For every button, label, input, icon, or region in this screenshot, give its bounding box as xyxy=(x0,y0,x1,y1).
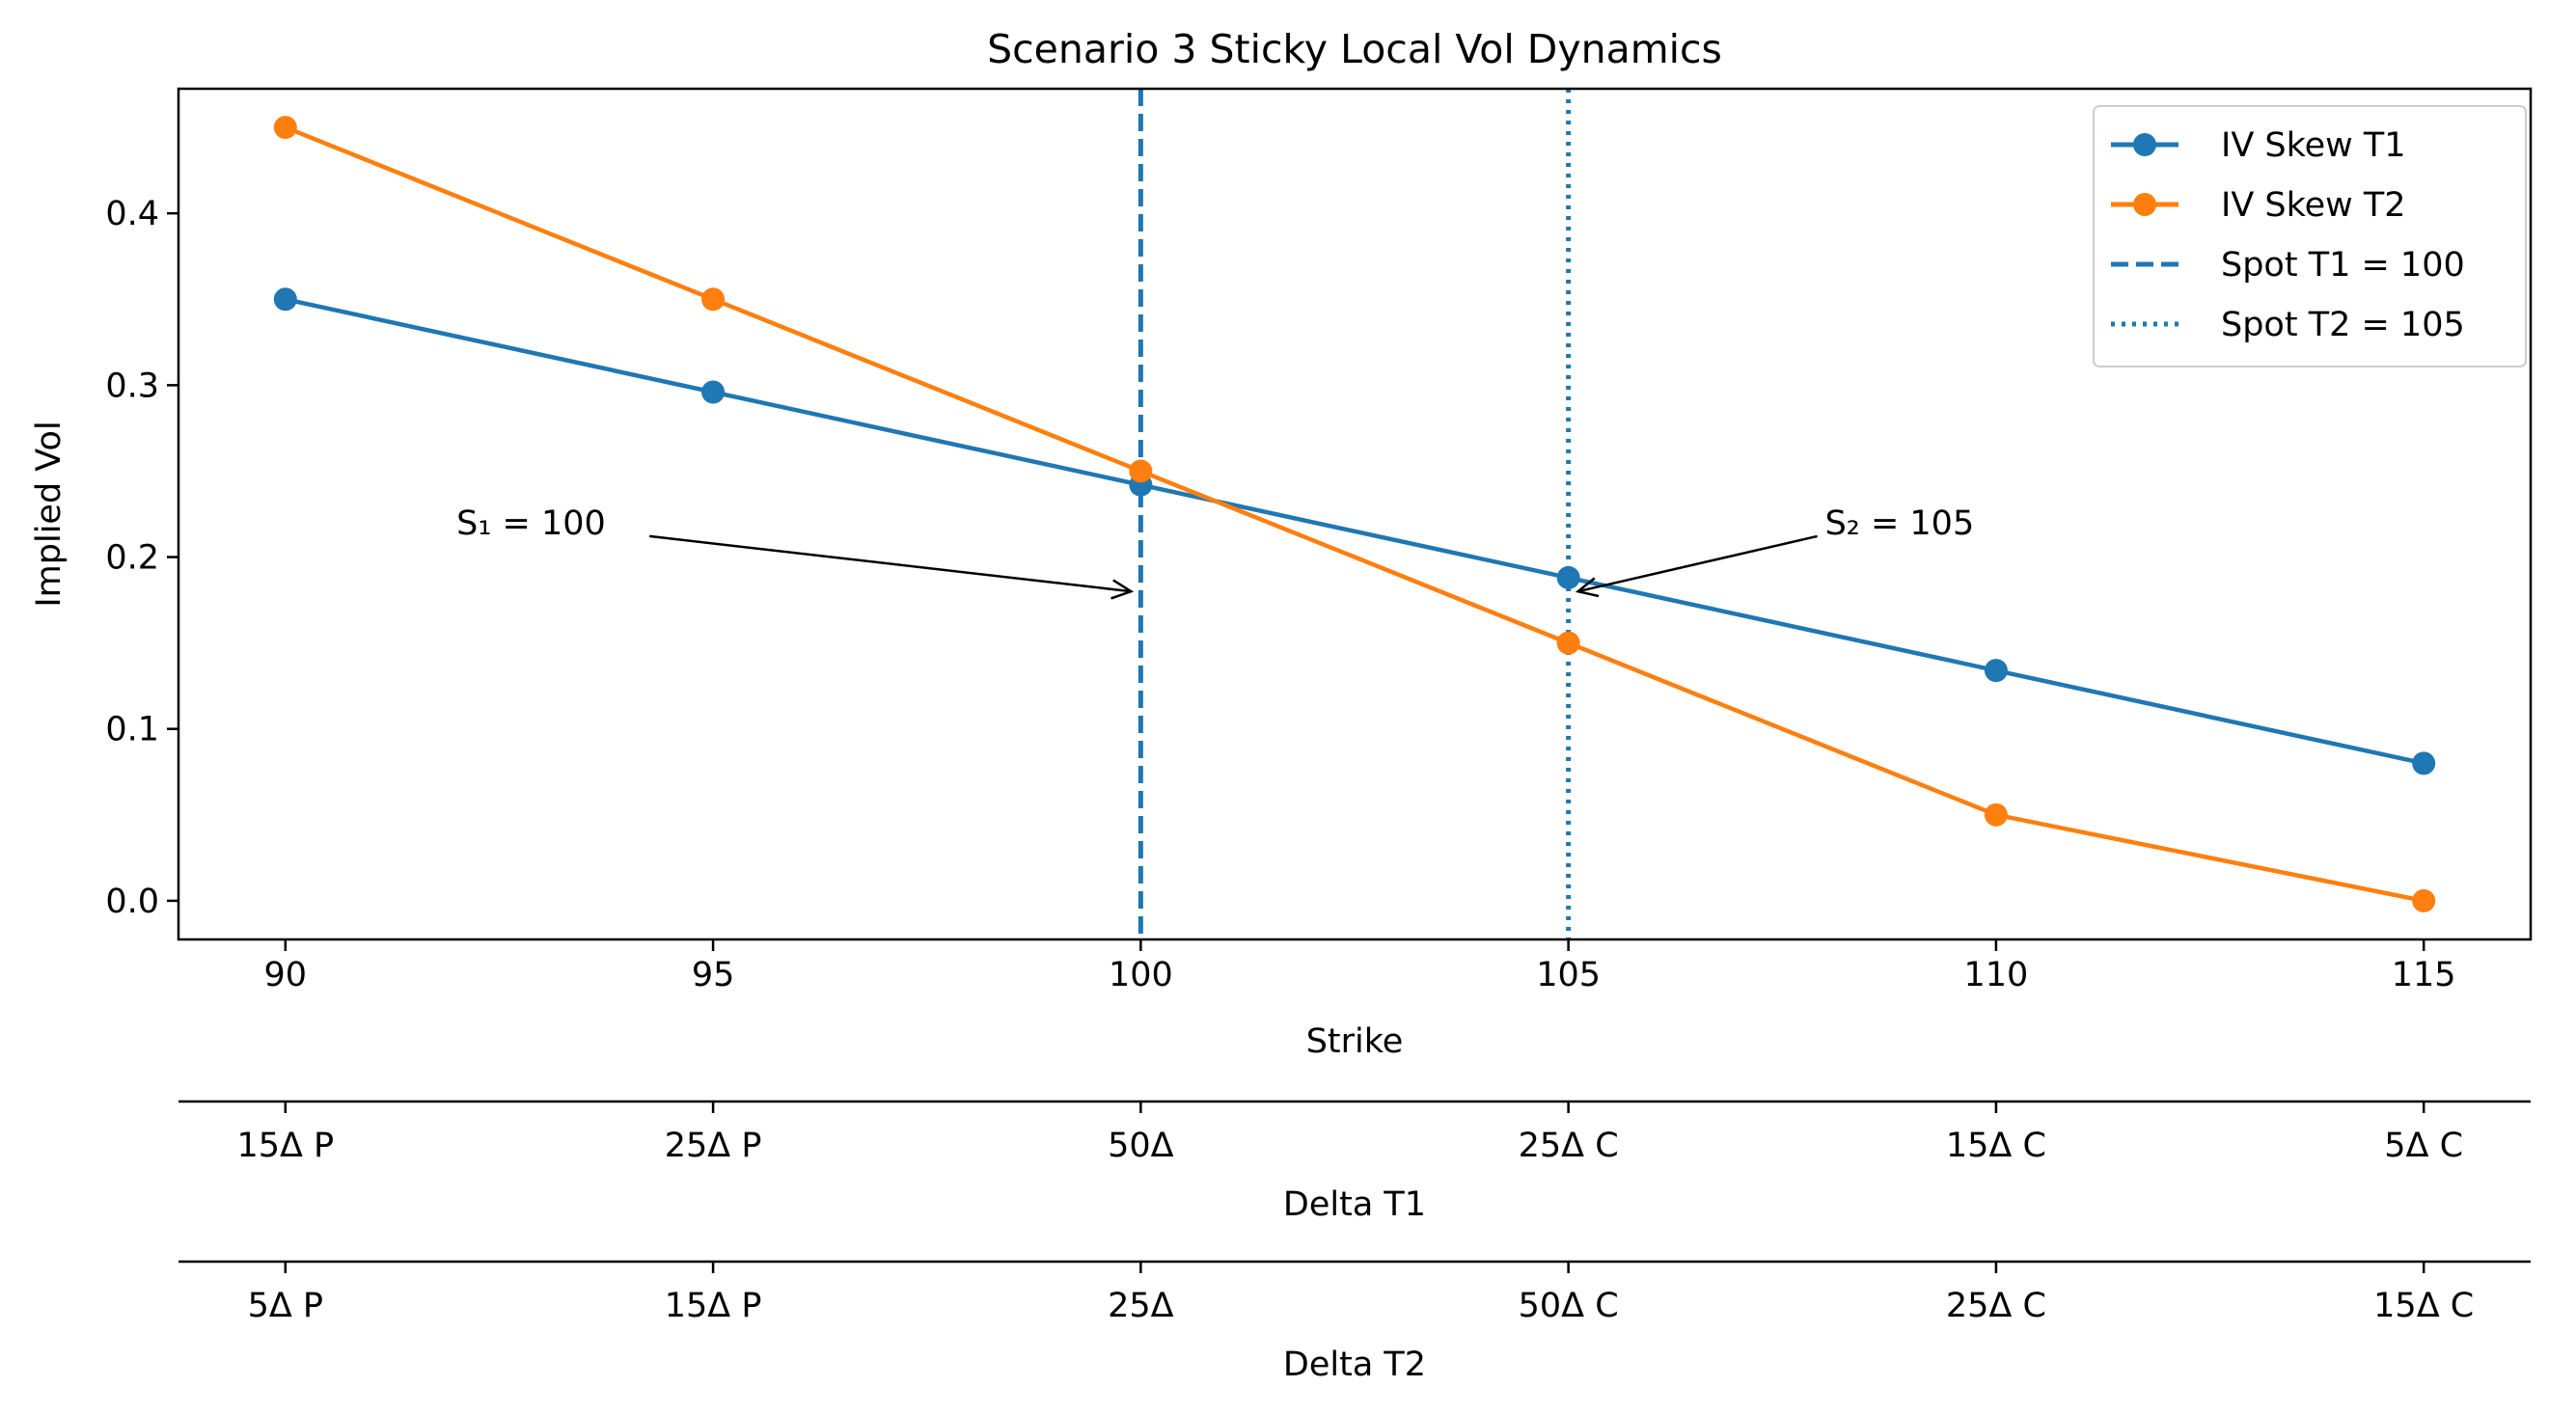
legend: IV Skew T1 IV Skew T2 Spot T1 = 100 Spot T2… xyxy=(2093,105,2527,367)
legend-label-2: IV Skew T2 xyxy=(2221,186,2406,225)
delta-axis-2-tick-label: 50Δ C xyxy=(1519,1287,1619,1325)
annotation-arrowhead-1 xyxy=(1110,579,1135,600)
series-line-1 xyxy=(285,297,2425,766)
y-tick-label: 0.3 xyxy=(105,367,159,405)
x-tick-label: 105 xyxy=(1536,956,1601,994)
series-1-point-6 xyxy=(2412,751,2436,775)
x-tick-label: 100 xyxy=(1109,956,1173,994)
series-1-point-5 xyxy=(1984,659,2008,683)
series-2-point-5 xyxy=(1984,802,2008,827)
y-tick-label: 0.1 xyxy=(105,711,159,749)
plot-frame xyxy=(177,87,2533,941)
y-tick-label: 0.2 xyxy=(105,539,159,578)
delta-axis-2-tick-label: 15Δ P xyxy=(665,1287,762,1325)
legend-label-4: Spot T2 = 105 xyxy=(2221,306,2465,344)
annotations: S₁ = 100 S₂ = 105 xyxy=(456,504,1975,600)
delta-axis-2-tick-label: 25Δ xyxy=(1108,1287,1174,1325)
y-tick-label: 0.4 xyxy=(105,195,159,233)
series-2-point-4 xyxy=(1556,631,1580,655)
y-tick-label: 0.0 xyxy=(105,883,159,921)
series-2-point-2 xyxy=(701,287,726,312)
legend-label-3: Spot T1 = 100 xyxy=(2221,246,2465,285)
annotation-label-2: S₂ = 105 xyxy=(1825,504,1975,543)
series-line-2 xyxy=(284,125,2425,904)
delta-axis-1-label: Delta T1 xyxy=(1283,1185,1426,1224)
x-tick-label: 95 xyxy=(692,956,735,994)
x-tick-label: 115 xyxy=(2392,956,2456,994)
delta-axis-1-tick-label: 25Δ C xyxy=(1519,1127,1619,1165)
annotation-arrowhead-2 xyxy=(1575,577,1600,598)
chart-marks xyxy=(273,89,2436,939)
x-tick-label: 110 xyxy=(1964,956,2029,994)
legend-box xyxy=(2093,105,2527,367)
legend-marker-2 xyxy=(2133,193,2156,216)
y-axis-label: Implied Vol xyxy=(30,421,69,607)
series-1-point-2 xyxy=(701,380,726,404)
annotation-arrow-2 xyxy=(1577,534,1818,593)
series-2-point-3 xyxy=(1129,459,1153,483)
delta-axis-2-tick-label: 25Δ C xyxy=(1946,1287,2046,1325)
legend-label-1: IV Skew T1 xyxy=(2221,126,2406,165)
delta-axis-1-tick-label: 15Δ P xyxy=(236,1127,334,1165)
series-2-point-6 xyxy=(2412,888,2436,912)
delta-axis-1-tick-label: 50Δ xyxy=(1108,1127,1174,1165)
delta-axis-2-tick-label: 15Δ C xyxy=(2373,1287,2474,1325)
x-tick-label: 90 xyxy=(264,956,308,994)
delta-axis-2-tick-label: 5Δ P xyxy=(248,1287,323,1325)
delta-axis-1-tick-label: 15Δ C xyxy=(1946,1127,2046,1165)
annotation-arrow-1 xyxy=(648,534,1132,593)
delta-axis-1-tick-label: 25Δ P xyxy=(665,1127,762,1165)
x-axis-label: Strike xyxy=(1306,1022,1404,1061)
series-2-point-1 xyxy=(273,116,297,140)
axes: 90 95 100 105 110 115 0.0 0.1 0.2 0.3 0.4 15Δ P 25Δ … xyxy=(105,87,2533,1384)
series-1-point-1 xyxy=(273,287,297,312)
annotation-label-1: S₁ = 100 xyxy=(456,504,606,543)
legend-marker-1 xyxy=(2133,133,2156,156)
chart-title: Scenario 3 Sticky Local Vol Dynamics xyxy=(987,26,1722,72)
delta-axis-2-label: Delta T2 xyxy=(1283,1346,1426,1384)
series-1-point-4 xyxy=(1556,565,1580,589)
delta-axis-1-tick-label: 5Δ C xyxy=(2384,1127,2463,1165)
